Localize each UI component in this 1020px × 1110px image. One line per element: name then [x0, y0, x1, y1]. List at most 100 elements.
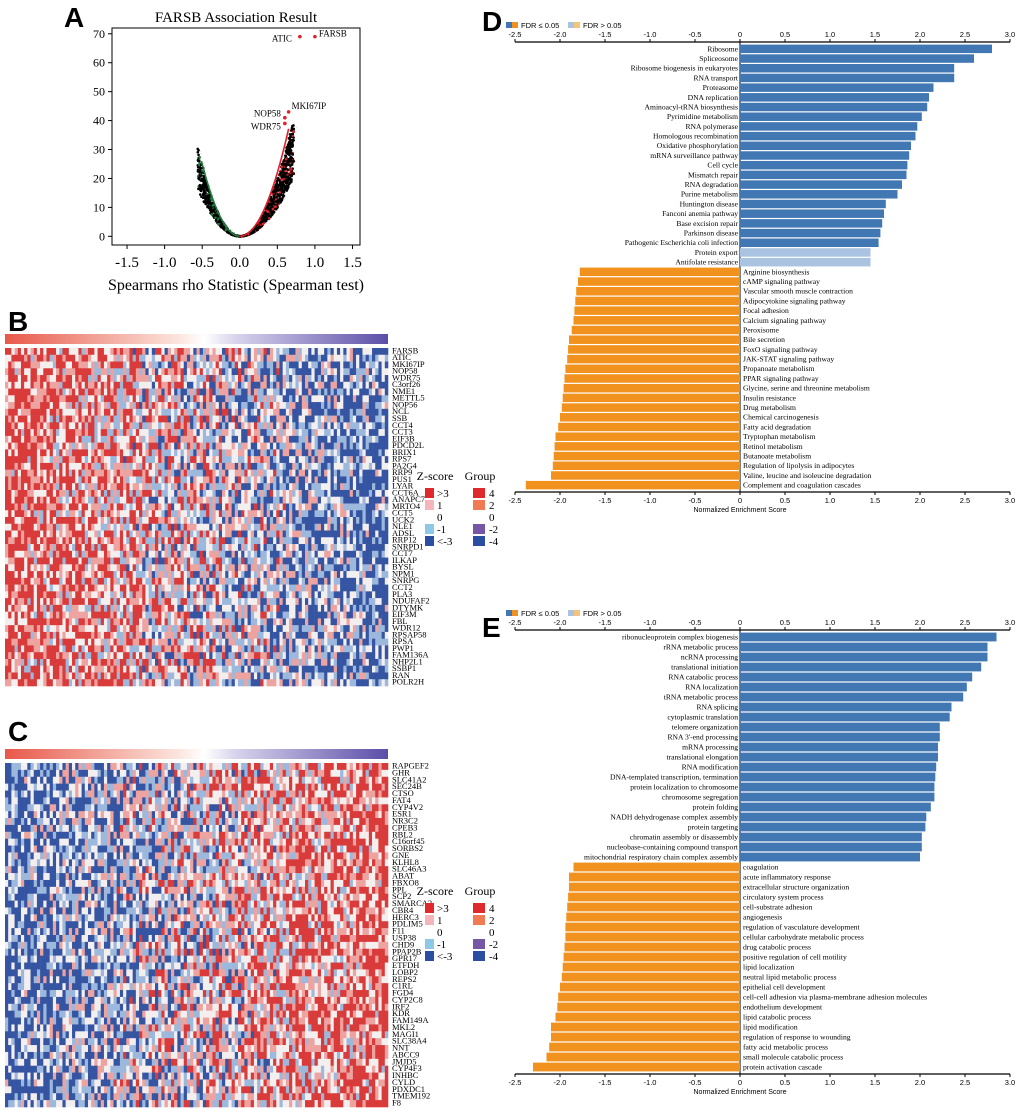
- heatmap-cell: [180, 402, 185, 410]
- heatmap-cell: [384, 503, 389, 511]
- heatmap-cell: [273, 348, 277, 356]
- heatmap-cell: [110, 395, 114, 403]
- heatmap-cell: [292, 442, 296, 450]
- heatmap-cell: [78, 361, 82, 369]
- heatmap-cell: [36, 388, 41, 396]
- heatmap-cell: [241, 422, 245, 430]
- gene-point: [276, 201, 280, 205]
- heatmap-cell: [285, 483, 290, 491]
- heatmap-cell: [365, 402, 370, 410]
- heatmap-cell: [126, 503, 130, 511]
- heatmap-cell: [215, 368, 220, 376]
- heatmap-cell: [209, 476, 213, 484]
- heatmap-cell: [180, 517, 185, 525]
- heatmap-cell: [167, 354, 172, 362]
- heatmap-cell: [27, 476, 31, 484]
- heatmap-cell: [132, 517, 137, 525]
- gene-point: [286, 150, 290, 154]
- heatmap-cell: [24, 449, 28, 457]
- heatmap-cell: [167, 415, 172, 423]
- heatmap-cell: [225, 354, 229, 362]
- heatmap-cell: [260, 435, 264, 443]
- heatmap-cell: [356, 395, 360, 403]
- heatmap-cell: [206, 462, 210, 470]
- gene-tiny-label: ·: [238, 233, 239, 237]
- heatmap-cell: [17, 402, 22, 410]
- heatmap-cell: [375, 476, 379, 484]
- heatmap-cell: [365, 354, 370, 362]
- heatmap-cell: [368, 462, 373, 470]
- heatmap-cell: [378, 388, 382, 396]
- heatmap-cell: [212, 381, 216, 389]
- heatmap-cell: [301, 354, 306, 362]
- heatmap-cell: [167, 523, 172, 531]
- heatmap-cell: [65, 462, 70, 470]
- heatmap-cell: [56, 510, 60, 518]
- heatmap-cell: [158, 408, 162, 416]
- heatmap-cell: [289, 375, 293, 383]
- heatmap-cell: [365, 510, 370, 518]
- heatmap-cell: [289, 449, 293, 457]
- heatmap-cell: [94, 435, 98, 443]
- heatmap-cell: [340, 517, 344, 525]
- heatmap-cell: [139, 517, 143, 525]
- heatmap-cell: [135, 435, 140, 443]
- heatmap-cell: [161, 422, 165, 430]
- heatmap-cell: [333, 476, 338, 484]
- heatmap-cell: [285, 402, 290, 410]
- heatmap-cell: [68, 354, 73, 362]
- heatmap-cell: [110, 388, 114, 396]
- heatmap-cell: [260, 361, 264, 369]
- heatmap-positive: FARSBATICMKI67IPNOP58WDR75C3orf26NME1MET…: [5, 334, 499, 687]
- heatmap-cell: [196, 415, 200, 423]
- heatmap-cell: [78, 476, 82, 484]
- heatmap-cell: [36, 456, 41, 464]
- heatmap-cell: [234, 375, 239, 383]
- x-tick-label: 0.0: [230, 255, 249, 271]
- heatmap-cell: [107, 395, 111, 403]
- heatmap-cell: [75, 483, 79, 491]
- heatmap-cell: [190, 496, 194, 504]
- heatmap-cell: [273, 530, 277, 538]
- heatmap-cell: [43, 408, 47, 416]
- heatmap-cell: [100, 456, 105, 464]
- heatmap-cell: [52, 462, 57, 470]
- heatmap-cell: [65, 415, 70, 423]
- heatmap-cell: [308, 408, 312, 416]
- heatmap-cell: [132, 368, 137, 376]
- heatmap-cell: [228, 415, 232, 423]
- heatmap-cell: [103, 462, 108, 470]
- heatmap-cell: [356, 348, 360, 356]
- heatmap-cell: [94, 483, 98, 491]
- heatmap-cell: [295, 462, 299, 470]
- heatmap-cell: [107, 375, 111, 383]
- heatmap-cell: [40, 368, 44, 376]
- heatmap-cell: [119, 415, 124, 423]
- heatmap-cell: [113, 530, 118, 538]
- heatmap-cell: [199, 469, 204, 477]
- heatmap-cell: [33, 456, 38, 464]
- heatmap-cell: [72, 469, 76, 477]
- heatmap-cell: [75, 442, 79, 450]
- heatmap-cell: [139, 435, 143, 443]
- heatmap-cell: [199, 489, 204, 498]
- heatmap-cell: [384, 449, 389, 457]
- heatmap-cell: [81, 361, 86, 369]
- heatmap-cell: [241, 408, 245, 416]
- heatmap-cell: [148, 517, 153, 525]
- heatmap-cell: [116, 496, 121, 504]
- heatmap-cell: [346, 429, 350, 437]
- heatmap-cell: [103, 408, 108, 416]
- heatmap-cell: [84, 462, 89, 470]
- heatmap-cell: [292, 388, 296, 396]
- heatmap-cell: [247, 476, 252, 484]
- heatmap-cell: [273, 402, 277, 410]
- heatmap-cell: [52, 388, 57, 396]
- heatmap-cell: [132, 476, 137, 484]
- heatmap-cell: [49, 395, 54, 403]
- heatmap-cell: [340, 449, 344, 457]
- heatmap-cell: [295, 361, 299, 369]
- heatmap-cell: [244, 523, 248, 531]
- heatmap-cell: [155, 442, 159, 450]
- heatmap-cell: [228, 530, 232, 538]
